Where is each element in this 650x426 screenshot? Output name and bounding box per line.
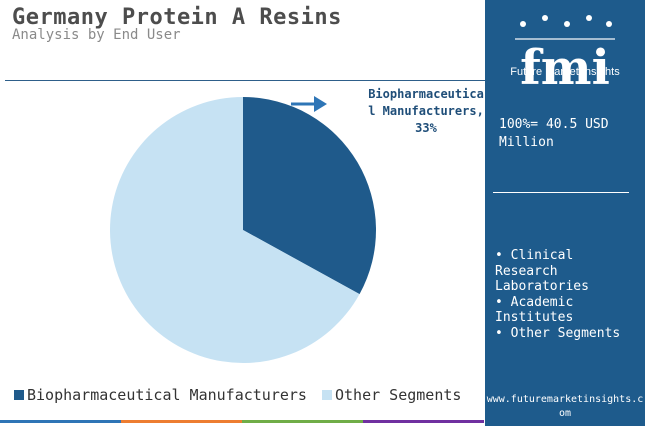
chart-legend: Biopharmaceutical Manufacturers Other Se…: [14, 386, 467, 404]
fmi-logo-icon: [515, 15, 615, 40]
segment-item: • Clinical Research Laboratories: [495, 248, 589, 294]
pie-slice-biopharmaceutical-manufacturers[interactable]: [243, 97, 376, 295]
other-segments-list: • Clinical Research Laboratories • Acade…: [495, 248, 640, 341]
chart-subtitle: Analysis by End User: [12, 27, 181, 43]
segment-item: • Other Segments: [495, 325, 621, 341]
bottom-bar-purple: [363, 420, 484, 423]
market-total: 100%= 40.5 USD Million: [499, 117, 609, 150]
legend-swatch-other-segments: [322, 390, 332, 400]
pie-slice-other-segments[interactable]: [110, 97, 360, 364]
bottom-bar-blue: [0, 420, 121, 423]
pie-chart: [110, 96, 376, 364]
bottom-color-bar: [0, 420, 484, 423]
bottom-bar-orange: [121, 420, 242, 423]
website-link[interactable]: www.futuremarketinsights.com: [486, 394, 644, 419]
data-label-biopharmaceutical: Biopharmaceutical Manufacturers, 33%: [368, 87, 484, 135]
logo-wordmark: fmi: [520, 40, 610, 96]
title-divider: [5, 80, 485, 81]
legend-label: Other Segments: [335, 386, 462, 404]
panel-divider: [493, 192, 629, 193]
info-side-panel: fmi Future Market Insights 100%= 40.5 US…: [485, 0, 645, 426]
logo-subtitle: Future Market Insights: [510, 66, 620, 78]
bottom-bar-green: [242, 420, 363, 423]
segment-item: • Academic Institutes: [495, 294, 574, 326]
legend-item-biopharmaceutical[interactable]: Biopharmaceutical Manufacturers: [14, 386, 307, 404]
callout-arrow-icon: [291, 96, 327, 112]
legend-swatch-biopharmaceutical: [14, 390, 24, 400]
legend-label: Biopharmaceutical Manufacturers: [27, 386, 307, 404]
chart-title: Germany Protein A Resins: [12, 5, 342, 30]
legend-item-other-segments[interactable]: Other Segments: [322, 386, 461, 404]
